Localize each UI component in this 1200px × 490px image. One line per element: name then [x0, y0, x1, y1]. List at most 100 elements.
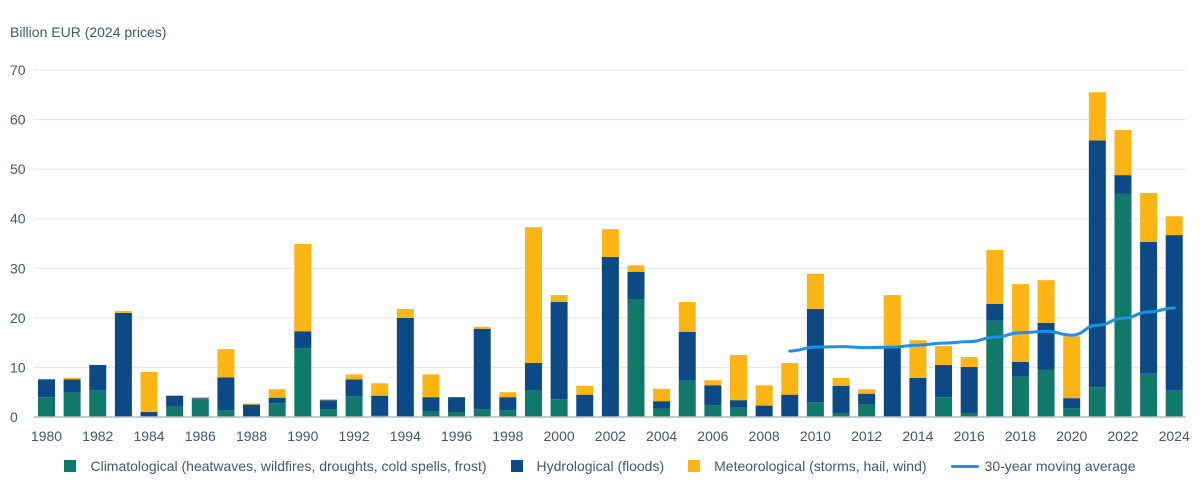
- bar-segment: [422, 397, 440, 412]
- bar-segment: [63, 377, 81, 380]
- bar-segment: [653, 401, 671, 409]
- bar-segment: [935, 346, 953, 365]
- x-tick-label: 2012: [851, 428, 882, 444]
- bar-segment: [396, 317, 414, 417]
- bar-segment: [1165, 390, 1183, 417]
- bar-segment: [217, 410, 235, 417]
- legend-item-meteorological: Meteorological (storms, hail, wind): [688, 458, 927, 474]
- x-tick-label: 1990: [287, 428, 318, 444]
- bar-segment: [678, 380, 696, 417]
- x-tick-label: 2018: [1005, 428, 1036, 444]
- x-tick-label: 1998: [492, 428, 523, 444]
- bar-segment: [166, 406, 184, 417]
- bar-segment: [1088, 140, 1106, 388]
- bar-segment: [217, 377, 235, 411]
- bar-segment: [883, 295, 901, 347]
- bar-segment: [550, 301, 568, 400]
- bar-segment: [499, 392, 517, 398]
- bar-segment: [243, 404, 261, 417]
- bar-segment: [89, 390, 107, 417]
- bar-segment: [396, 308, 414, 318]
- bar-segment: [1140, 242, 1158, 374]
- y-tick-label: 50: [10, 161, 26, 177]
- bar-segment: [781, 394, 799, 417]
- bar-segment: [704, 405, 722, 417]
- bar-segment: [806, 273, 824, 309]
- bar-segment: [140, 371, 158, 413]
- bar-segment: [473, 326, 491, 329]
- bar-segment: [858, 404, 876, 417]
- legend-item-moving-average: 30-year moving average: [950, 458, 1136, 474]
- bar-segment: [781, 362, 799, 395]
- bar-segment: [832, 385, 850, 414]
- bar-segment: [627, 265, 645, 272]
- bar-segment: [832, 413, 850, 417]
- y-tick-label: 20: [10, 310, 26, 326]
- bar-segment: [858, 389, 876, 394]
- bar-segment: [345, 379, 363, 397]
- bar-segment: [114, 312, 132, 417]
- bar-segment: [1011, 284, 1029, 362]
- bar-segment: [678, 331, 696, 381]
- bar-segment: [576, 385, 594, 395]
- bar-segment: [1114, 175, 1132, 194]
- bar-segment: [371, 383, 389, 396]
- bar-segment: [960, 413, 978, 417]
- bar-segment: [191, 399, 209, 417]
- x-tick-label: 1982: [82, 428, 113, 444]
- bar-segment: [806, 308, 824, 403]
- legend-swatch-hydrological: [510, 460, 523, 472]
- bar-segment: [524, 390, 542, 417]
- bar-segment: [678, 301, 696, 332]
- bar-segment: [89, 364, 107, 391]
- x-tick-label: 1994: [390, 428, 421, 444]
- bar-segment: [627, 299, 645, 417]
- bar-segment: [217, 349, 235, 378]
- bar-segment: [319, 400, 337, 410]
- legend-label: Meteorological (storms, hail, wind): [714, 458, 927, 474]
- x-tick-label: 2024: [1159, 428, 1190, 444]
- legend-label: Hydrological (floods): [536, 458, 665, 474]
- plot-area: 0 10 20 30 40 50 60 70 1980 1982 1984 1986 1988 1990 1…: [10, 62, 1190, 444]
- legend-item-hydrological: Hydrological (floods): [510, 458, 665, 474]
- bar-segment: [986, 320, 1004, 417]
- x-tick-label: 2014: [902, 428, 933, 444]
- bar-segment: [1140, 192, 1158, 243]
- legend: Climatological (heatwaves, wildfires, dr…: [0, 458, 1200, 474]
- bar-segment: [601, 256, 619, 417]
- bar-segment: [1165, 216, 1183, 236]
- bar-segment: [883, 346, 901, 417]
- bar-segment: [1114, 193, 1132, 417]
- bar-segment: [909, 377, 927, 417]
- y-tick-label: 40: [10, 211, 26, 227]
- bar-segment: [730, 407, 748, 417]
- bar-segment: [601, 229, 619, 257]
- x-tick-label: 2006: [697, 428, 728, 444]
- x-tick-label: 1986: [185, 428, 216, 444]
- bar-segment: [294, 348, 312, 417]
- x-tick-label: 1980: [31, 428, 62, 444]
- legend-label: Climatological (heatwaves, wildfires, dr…: [90, 458, 487, 474]
- bar-segment: [832, 377, 850, 386]
- x-tick-label: 1992: [338, 428, 369, 444]
- y-axis-title: Billion EUR (2024 prices): [10, 24, 167, 40]
- bar-segment: [755, 385, 773, 406]
- legend-line-moving-average: [950, 464, 979, 468]
- bar-segment: [268, 389, 286, 398]
- bar-segment: [191, 398, 209, 400]
- bar-segment: [1063, 398, 1081, 409]
- bar-segment: [1088, 92, 1106, 141]
- bar-segment: [858, 393, 876, 405]
- bar-segment: [524, 227, 542, 363]
- bar-segment: [319, 399, 337, 401]
- x-tick-label: 2016: [954, 428, 985, 444]
- bar-segment: [499, 397, 517, 411]
- bar-segment: [1063, 336, 1081, 399]
- bar-segment: [755, 405, 773, 417]
- bar-segment: [935, 364, 953, 398]
- bar-segment: [653, 408, 671, 417]
- x-tick-label: 2010: [800, 428, 831, 444]
- bar-segment: [730, 400, 748, 408]
- bar-segment: [448, 412, 466, 417]
- bar-segment: [38, 379, 55, 398]
